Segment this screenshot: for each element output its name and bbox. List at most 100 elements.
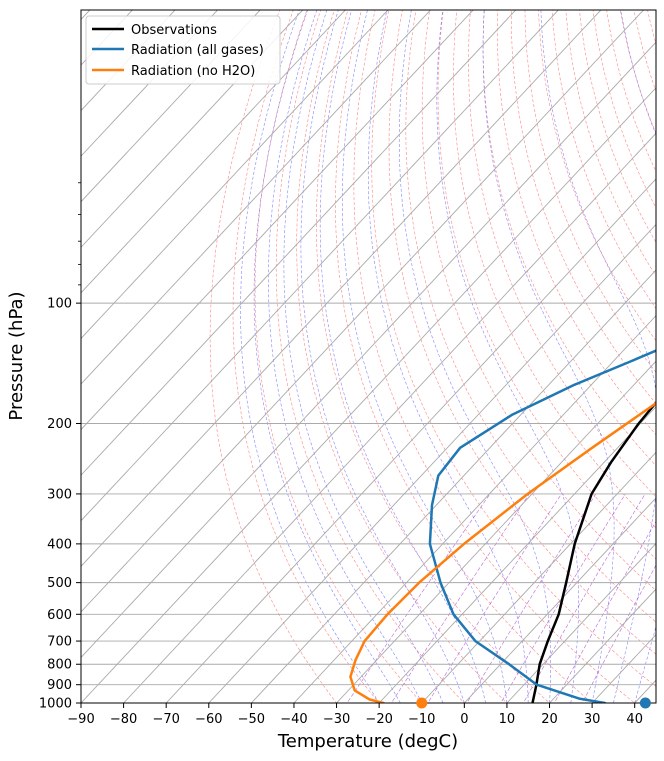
isotherm [165, 178, 656, 703]
y-tick-label: 1000 [39, 697, 72, 712]
dry-adiabat [592, 10, 656, 209]
dry-adiabat [538, 10, 656, 342]
isotherm [81, 10, 474, 431]
mixing-ratio-line [466, 493, 597, 703]
isotherm [421, 451, 656, 703]
y-axis: 100 200 300 400 500 600 700 800 900 1000 [39, 182, 81, 712]
dry-adiabat [579, 10, 656, 243]
x-tick-label: −70 [152, 712, 179, 727]
y-tick-label: 900 [47, 678, 72, 693]
legend-label-radiation-all-gases: Radiation (all gases) [131, 43, 264, 58]
moist-adiabat [436, 10, 579, 703]
series-line-radiation-no-h2o [349, 401, 656, 703]
mixing-ratio-line [391, 493, 530, 703]
moist-adiabat [300, 10, 465, 703]
isotherm [81, 10, 261, 203]
isotherm [81, 10, 346, 294]
x-tick-label: −30 [323, 712, 350, 727]
isotherm [81, 10, 389, 340]
mixing-ratio-line [581, 564, 656, 703]
dry-adiabat [606, 10, 656, 173]
dry-adiabat [437, 10, 656, 560]
y-tick-label: 100 [47, 297, 72, 312]
mixing-ratio-line [554, 520, 656, 703]
mixing-ratio-line [427, 493, 562, 703]
x-tick-label: −90 [67, 712, 94, 727]
isotherm [506, 542, 656, 703]
isotherm [123, 132, 656, 703]
x-tick-label: 30 [584, 712, 601, 727]
isotherm [208, 223, 656, 703]
isotherm [549, 588, 656, 703]
isotherm [293, 314, 656, 703]
isotherm [0, 0, 191, 703]
surface-marker [639, 697, 651, 709]
y-tick-label: 600 [47, 608, 72, 623]
data-lines [349, 349, 656, 703]
surface-markers [416, 697, 651, 709]
dry-adiabat [405, 10, 656, 623]
dry-adiabat [353, 10, 636, 703]
isotherm [81, 41, 656, 659]
x-tick-label: −40 [280, 712, 307, 727]
isotherm [464, 497, 656, 703]
moist-adiabat [253, 10, 401, 703]
background-lines [0, 0, 664, 712]
x-tick-label: 20 [541, 712, 558, 727]
y-tick-label: 300 [47, 487, 72, 502]
dry-adiabat [254, 10, 423, 703]
isotherm [81, 10, 517, 476]
x-tick-label: −50 [238, 712, 265, 727]
x-tick-label: 40 [626, 712, 643, 727]
x-tick-label: 0 [460, 712, 468, 727]
surface-marker [416, 697, 428, 709]
mixing-ratio-line [522, 493, 646, 703]
x-tick-label: −10 [408, 712, 435, 727]
moist-adiabat [398, 10, 551, 703]
dry-adiabat [275, 10, 465, 703]
isotherm [81, 10, 176, 112]
legend-box [85, 15, 281, 85]
dry-adiabat [453, 10, 656, 529]
isotherm [81, 87, 656, 703]
moist-adiabat [268, 10, 422, 703]
series-line-radiation-all-gases [428, 349, 656, 703]
isotherm [81, 10, 304, 248]
x-tick-label: −80 [110, 712, 137, 727]
plot-frame [80, 9, 657, 704]
dry-adiabat [296, 10, 508, 703]
isotherm [81, 10, 602, 567]
legend-label-observations: Observations [131, 23, 217, 38]
mixing-ratio-line [346, 493, 491, 703]
dry-adiabat [497, 10, 656, 436]
moist-adiabat [655, 701, 656, 703]
isotherm [0, 0, 277, 703]
isotherm [81, 10, 91, 21]
dry-adiabat [468, 10, 656, 498]
x-axis: −90 −80 −70 −60 −50 −40 −30 −20 −10 0 10 20 30 40 [67, 703, 643, 727]
isotherm [81, 10, 432, 385]
moist-adiabat [540, 10, 656, 703]
x-tick-label: −60 [195, 712, 222, 727]
y-axis-label: Pressure (hPa) [6, 291, 27, 420]
mixing-ratio-line [500, 493, 626, 703]
dry-adiabat [388, 10, 656, 655]
y-tick-label: 200 [47, 417, 72, 432]
x-tick-label: 10 [499, 712, 516, 727]
isotherm [378, 406, 656, 703]
dry-adiabat [645, 0, 664, 712]
legend-label-radiation-no-h2o: Radiation (no H2O) [131, 64, 255, 79]
x-axis-label: Temperature (degC) [277, 731, 458, 752]
x-tick-label: −20 [365, 712, 392, 727]
y-tick-label: 700 [47, 635, 72, 650]
y-tick-label: 800 [47, 658, 72, 673]
dry-adiabat [335, 10, 593, 703]
y-tick-label: 400 [47, 537, 72, 552]
dry-adiabat [209, 10, 337, 703]
dry-adiabat [316, 10, 550, 703]
isotherm [81, 10, 219, 157]
dry-adiabat [232, 10, 380, 703]
series-line-observations [531, 400, 656, 703]
legend: Observations Radiation (all gases) Radia… [85, 15, 281, 85]
